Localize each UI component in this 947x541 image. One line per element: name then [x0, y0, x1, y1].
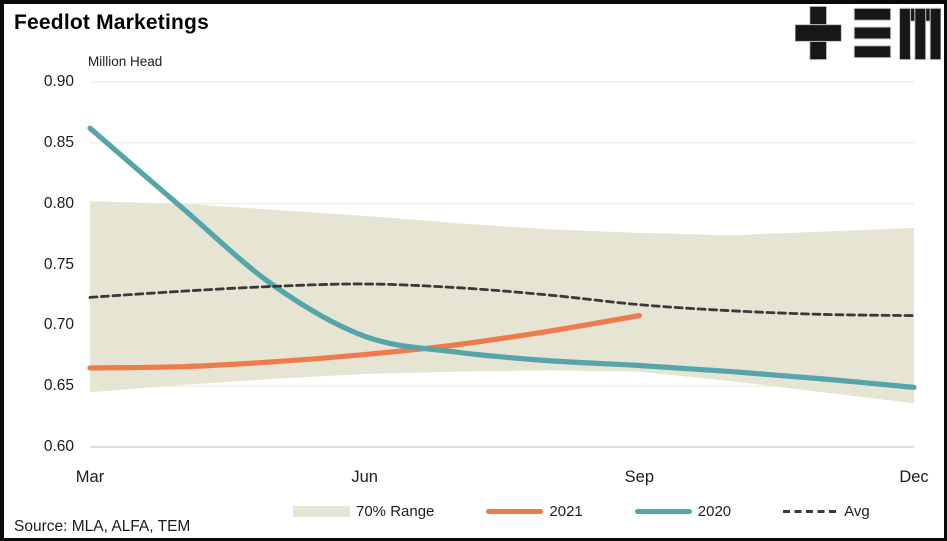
legend-swatch-patch	[293, 506, 350, 517]
legend-label: 70% Range	[356, 503, 435, 520]
x-tick-label: Dec	[899, 468, 929, 486]
legend-label: 2020	[697, 503, 732, 520]
y-tick-label: 0.75	[43, 255, 74, 273]
y-tick-label: 0.65	[43, 377, 74, 395]
source-note: Source: MLA, ALFA, TEM	[14, 518, 191, 535]
series-2021	[87, 313, 642, 371]
legend-item: 2021	[486, 503, 583, 520]
x-tick-label: Jun	[351, 468, 378, 486]
legend-swatch-line	[634, 509, 692, 514]
legend-label: Avg	[844, 503, 870, 520]
legend-swatch-line	[486, 509, 544, 514]
y-tick-label: 0.80	[43, 194, 74, 212]
legend-swatch-dash	[783, 510, 839, 513]
legend-item: 2020	[634, 503, 732, 520]
y-tick-label: 0.70	[43, 316, 74, 334]
legend-label: 2021	[549, 503, 583, 520]
y-tick-label: 0.90	[43, 73, 74, 90]
x-tick-label: Sep	[624, 468, 654, 486]
y-tick-label: 0.60	[43, 438, 74, 455]
y-tick-label: 0.85	[43, 133, 74, 151]
page-title: Feedlot Marketings	[14, 11, 209, 34]
tem-logo	[795, 5, 941, 61]
y-axis-title: Million Head	[88, 54, 163, 69]
series-2020	[87, 125, 917, 390]
series-avg	[88, 282, 916, 317]
chart-legend: 70% Range 2021 2020 Avg	[293, 503, 870, 520]
legend-item: Avg	[783, 503, 870, 520]
tem-logo-shapes	[795, 5, 941, 61]
range-band	[90, 201, 914, 404]
legend-item: 70% Range	[293, 503, 434, 520]
x-tick-label: Mar	[75, 468, 105, 486]
